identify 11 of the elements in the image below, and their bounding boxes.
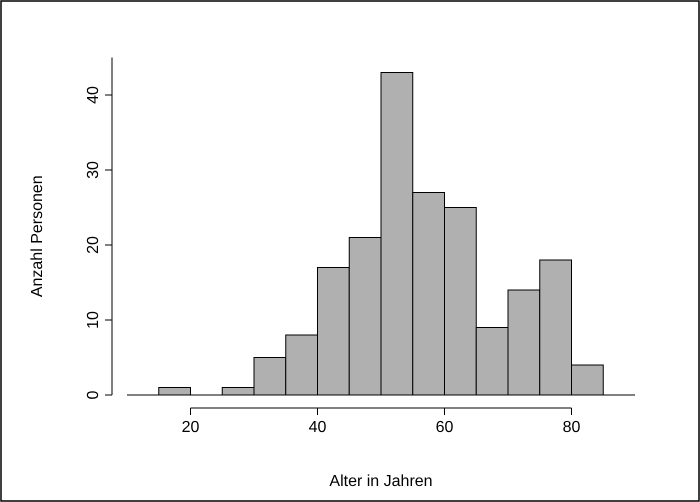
y-tick-label: 10: [85, 311, 102, 329]
y-axis-title: Anzahl Personen: [29, 175, 46, 298]
y-tick-label: 0: [85, 390, 102, 400]
x-tick-label: 20: [182, 419, 200, 436]
x-axis-title: Alter in Jahren: [329, 473, 433, 490]
x-tick-label: 40: [308, 419, 326, 436]
x-tick-label: 60: [436, 419, 454, 436]
y-tick-label: 20: [85, 236, 102, 254]
y-tick-label: 40: [85, 86, 102, 104]
y-tick-label: 30: [85, 161, 102, 179]
x-tick-label: 80: [562, 419, 580, 436]
